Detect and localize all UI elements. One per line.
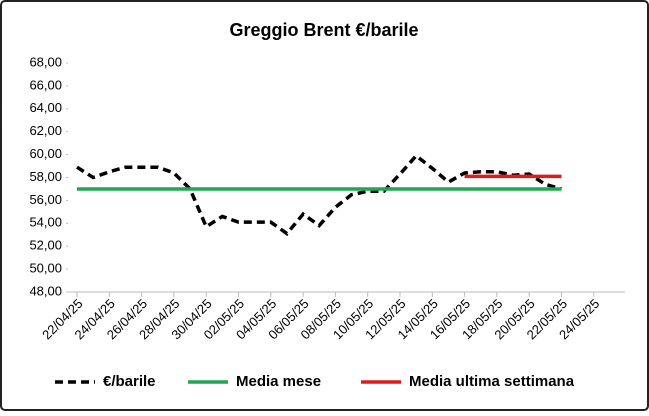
- legend-label: €/barile: [103, 373, 156, 390]
- legend-label: Media mese: [236, 373, 321, 390]
- y-tick-label: 62,00: [29, 123, 62, 138]
- y-tick-label: 50,00: [29, 261, 62, 276]
- legend-label: Media ultima settimana: [409, 373, 575, 390]
- y-tick-label: 64,00: [29, 100, 62, 115]
- y-tick-label: 60,00: [29, 146, 62, 161]
- y-tick-label: 56,00: [29, 192, 62, 207]
- y-tick-label: 52,00: [29, 238, 62, 253]
- y-tick-label: 48,00: [29, 283, 62, 298]
- y-tick-label: 58,00: [29, 169, 62, 184]
- series-line: [76, 153, 562, 236]
- y-tick-label: 54,00: [29, 215, 62, 230]
- y-tick-label: 68,00: [29, 54, 62, 69]
- y-tick-label: 66,00: [29, 77, 62, 92]
- chart-title: Greggio Brent €/barile: [229, 20, 418, 40]
